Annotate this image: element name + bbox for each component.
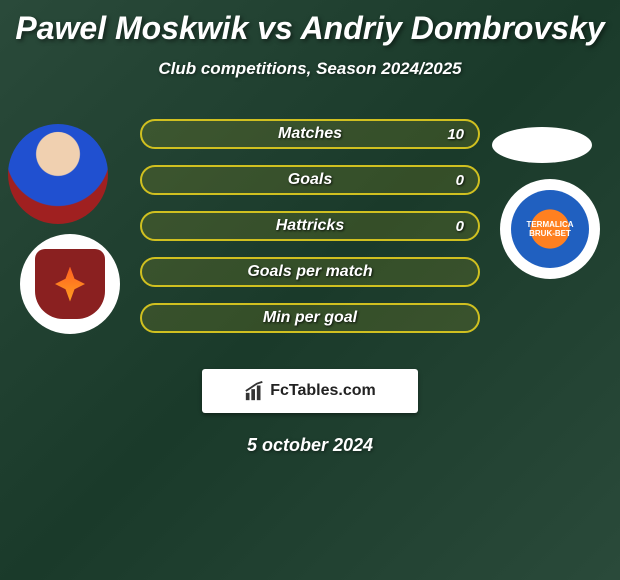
stat-label: Min per goal: [263, 309, 357, 327]
stat-label: Hattricks: [276, 217, 344, 235]
logo-text: FcTables.com: [270, 382, 376, 400]
stat-bar-matches: Matches 10: [140, 119, 480, 149]
player-right-avatar-placeholder: [492, 127, 592, 163]
club-right-text-bottom: BRUK-BET: [529, 229, 571, 238]
comparison-content: TERMALICA BRUK-BET Matches 10 Goals 0 Ha…: [0, 109, 620, 359]
player-left-avatar: [8, 124, 108, 224]
club-right-emblem: TERMALICA BRUK-BET: [511, 190, 589, 268]
stat-bar-hattricks: Hattricks 0: [140, 211, 480, 241]
date-text: 5 october 2024: [0, 435, 620, 456]
stat-value: 10: [447, 126, 464, 143]
stat-bars: Matches 10 Goals 0 Hattricks 0 Goals per…: [140, 119, 480, 349]
stat-bar-goals: Goals 0: [140, 165, 480, 195]
fctables-logo-box[interactable]: FcTables.com: [202, 369, 418, 413]
club-right-text-top: TERMALICA: [526, 220, 573, 229]
page-title: Pawel Moskwik vs Andriy Dombrovsky: [0, 0, 620, 47]
club-left-emblem: [35, 249, 105, 319]
stat-bar-goals-per-match: Goals per match: [140, 257, 480, 287]
club-left-badge: [20, 234, 120, 334]
stat-value: 0: [456, 172, 464, 189]
chart-icon: [244, 380, 266, 402]
stat-value: 0: [456, 218, 464, 235]
subtitle: Club competitions, Season 2024/2025: [0, 59, 620, 79]
stat-label: Goals: [288, 171, 332, 189]
stat-label: Goals per match: [247, 263, 372, 281]
stat-label: Matches: [278, 125, 342, 143]
stat-bar-min-per-goal: Min per goal: [140, 303, 480, 333]
club-right-badge: TERMALICA BRUK-BET: [500, 179, 600, 279]
